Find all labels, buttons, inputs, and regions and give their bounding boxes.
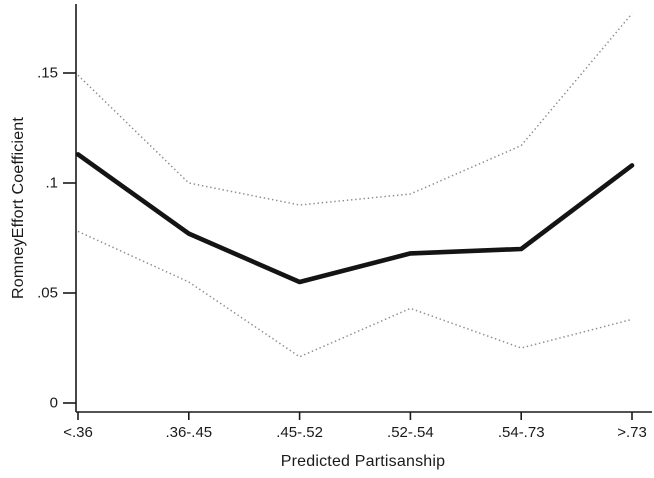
y-axis-title: RomneyEffort Coefficient (10, 116, 27, 300)
x-tick-label: .54-.73 (497, 424, 545, 441)
y-tick-label: .05 (37, 284, 58, 302)
x-tick-label: .45-.52 (276, 424, 323, 441)
x-axis-title: Predicted Partisanship (280, 453, 446, 470)
x-tick-label: <.36 (63, 424, 93, 441)
x-tick-label: >.73 (617, 424, 647, 441)
x-tick-label: .52-.54 (387, 424, 434, 441)
x-tick-label: .36-.45 (165, 424, 213, 441)
series-line-2 (77, 230, 633, 358)
series-line-0 (75, 152, 635, 285)
y-tick-label: .15 (37, 64, 58, 82)
y-tick-label: 0 (49, 394, 58, 412)
y-tick-label: .1 (45, 174, 58, 192)
series-line-1 (77, 13, 633, 206)
